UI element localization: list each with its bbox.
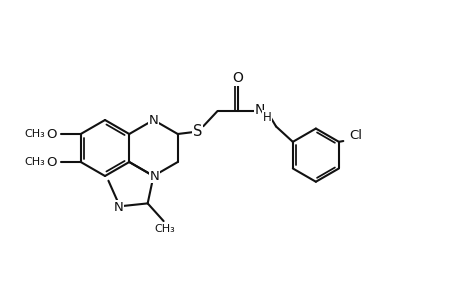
Text: N: N — [254, 103, 264, 117]
Text: N: N — [149, 169, 159, 182]
Text: O: O — [47, 128, 57, 140]
Text: O: O — [47, 155, 57, 169]
Text: Cl: Cl — [348, 128, 361, 142]
Text: N: N — [114, 201, 123, 214]
Text: O: O — [232, 71, 242, 85]
Text: N: N — [148, 113, 158, 127]
Text: CH₃: CH₃ — [154, 224, 174, 234]
Text: S: S — [192, 124, 202, 139]
Text: CH₃: CH₃ — [24, 129, 45, 139]
Text: CH₃: CH₃ — [24, 157, 45, 167]
Text: H: H — [262, 110, 271, 124]
